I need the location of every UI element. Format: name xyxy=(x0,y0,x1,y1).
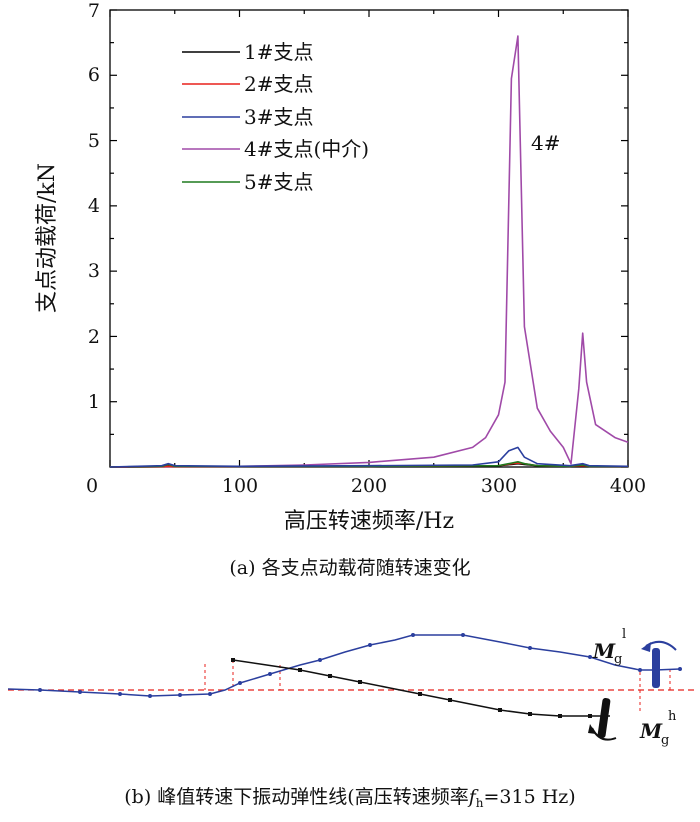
upper-moment-arrowhead-icon xyxy=(641,642,651,652)
node xyxy=(318,658,322,662)
high-pressure-rotor-line xyxy=(232,659,610,717)
node xyxy=(148,694,152,698)
deflection-markers xyxy=(204,660,671,714)
node xyxy=(328,674,332,678)
low-pressure-rotor-line xyxy=(7,634,681,697)
node xyxy=(528,712,532,716)
node xyxy=(448,698,452,702)
x-tick-label: 100 xyxy=(222,475,258,497)
chart-b: M g l M g h (b) 峰值转速下振动弹性线(高压转速频率fh=315 … xyxy=(7,627,695,810)
y-tick-label: 6 xyxy=(88,64,100,86)
node xyxy=(208,692,212,696)
y-tick-label: 3 xyxy=(88,260,100,282)
y-tick-label: 7 xyxy=(88,0,100,22)
node xyxy=(411,633,415,637)
legend-label: 3#支点 xyxy=(244,105,313,129)
series-group xyxy=(109,35,629,468)
upper-moment-label: M xyxy=(592,639,616,663)
high-pressure-disk xyxy=(597,698,611,738)
legend-label: 5#支点 xyxy=(244,170,313,194)
x-tick-label: 300 xyxy=(481,475,517,497)
y-tick-label: 4 xyxy=(88,195,100,217)
node xyxy=(298,668,302,672)
legend-label: 4#支点(中介) xyxy=(244,137,369,161)
series-line-3 xyxy=(109,446,629,468)
low-pressure-disk xyxy=(652,648,660,688)
caption-b-prefix: (b) 峰值转速下振动弹性线(高压转速频率 xyxy=(124,786,468,808)
upper-moment-sub: g xyxy=(614,652,622,667)
node xyxy=(638,668,642,672)
plot-frame xyxy=(109,9,629,468)
node xyxy=(238,681,242,685)
y-tick-label: 5 xyxy=(88,130,100,152)
low-pressure-rotor-nodes xyxy=(38,633,682,698)
node xyxy=(231,658,235,662)
high-pressure-rotor-nodes xyxy=(231,658,592,718)
y-axis-title: 支点动载荷/kN xyxy=(35,163,60,313)
node xyxy=(498,708,502,712)
node xyxy=(78,690,82,694)
lower-moment-arrowhead-icon xyxy=(588,724,596,734)
caption-b-var: f xyxy=(467,786,479,808)
node xyxy=(461,633,465,637)
node xyxy=(558,714,562,718)
node xyxy=(118,692,122,696)
legend-label: 2#支点 xyxy=(244,72,313,96)
legend-label: 1#支点 xyxy=(244,40,313,64)
upper-moment-sup: l xyxy=(622,627,626,642)
legend: 1#支点 2#支点 3#支点 4#支点(中介) 5#支点 xyxy=(182,40,369,194)
x-tick-label: 200 xyxy=(351,475,387,497)
x-tick-label: 400 xyxy=(610,475,646,497)
tick-marks xyxy=(109,9,629,468)
peak-annotation: 4# xyxy=(531,131,560,155)
chart-a: 1 2 3 4 5 6 7 0 100 200 300 400 高压转速频率/H… xyxy=(35,0,646,579)
y-tick-label: 2 xyxy=(88,326,100,348)
node xyxy=(588,655,592,659)
caption-b-suffix: =315 Hz) xyxy=(484,786,576,808)
lower-moment-sub: g xyxy=(661,733,669,748)
node xyxy=(38,688,42,692)
x-axis-title: 高压转速频率/Hz xyxy=(284,509,454,534)
caption-b-sub: h xyxy=(476,796,484,810)
node xyxy=(678,667,682,671)
lower-moment-sup: h xyxy=(668,709,677,724)
node xyxy=(418,692,422,696)
lower-moment-label: M xyxy=(639,719,663,743)
node xyxy=(528,646,532,650)
node xyxy=(368,643,372,647)
y-tick-label: 1 xyxy=(88,391,100,413)
node xyxy=(358,680,362,684)
node xyxy=(178,693,182,697)
series-line-4 xyxy=(109,35,629,468)
caption-b: (b) 峰值转速下振动弹性线(高压转速频率fh=315 Hz) xyxy=(124,786,575,810)
node xyxy=(588,714,592,718)
caption-a: (a) 各支点动载荷随转速变化 xyxy=(229,557,470,579)
x-tick-label: 0 xyxy=(86,475,98,497)
node xyxy=(268,672,272,676)
